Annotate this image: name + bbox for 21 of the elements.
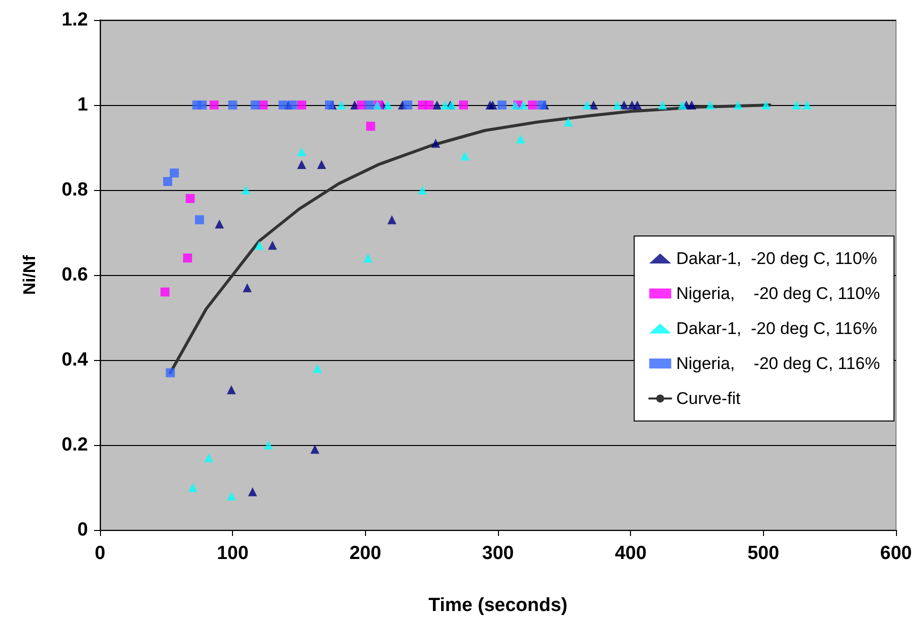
legend-label: Nigeria, -20 deg C, 110% [676,284,880,303]
x-tick-label: 200 [349,543,382,564]
legend-label: Curve-fit [676,389,741,408]
y-tick-label: 0.8 [62,180,88,200]
x-tick-label: 600 [880,543,912,564]
y-tick-label: 0.4 [62,350,88,370]
legend-label: Dakar-1, -20 deg C, 116% [676,319,878,338]
x-tick-label: 100 [216,543,249,564]
y-axis-title: Ni/Nf [20,254,39,295]
x-tick-label: 300 [482,543,514,564]
legend-label: Dakar-1, -20 deg C, 110% [676,249,878,268]
x-tick-label: 400 [614,543,647,564]
y-tick-label: 1 [77,94,88,116]
y-tick-label: 0 [77,520,88,540]
x-tick-label: 0 [94,543,106,564]
y-tick-label: 0.6 [62,264,88,286]
x-tick-label: 500 [747,543,780,564]
x-axis-title: Time (seconds) [428,595,568,616]
y-tick-label: 1.2 [62,10,88,30]
y-tick-label: 0.2 [62,434,88,456]
legend-label: Nigeria, -20 deg C, 116% [676,354,880,373]
